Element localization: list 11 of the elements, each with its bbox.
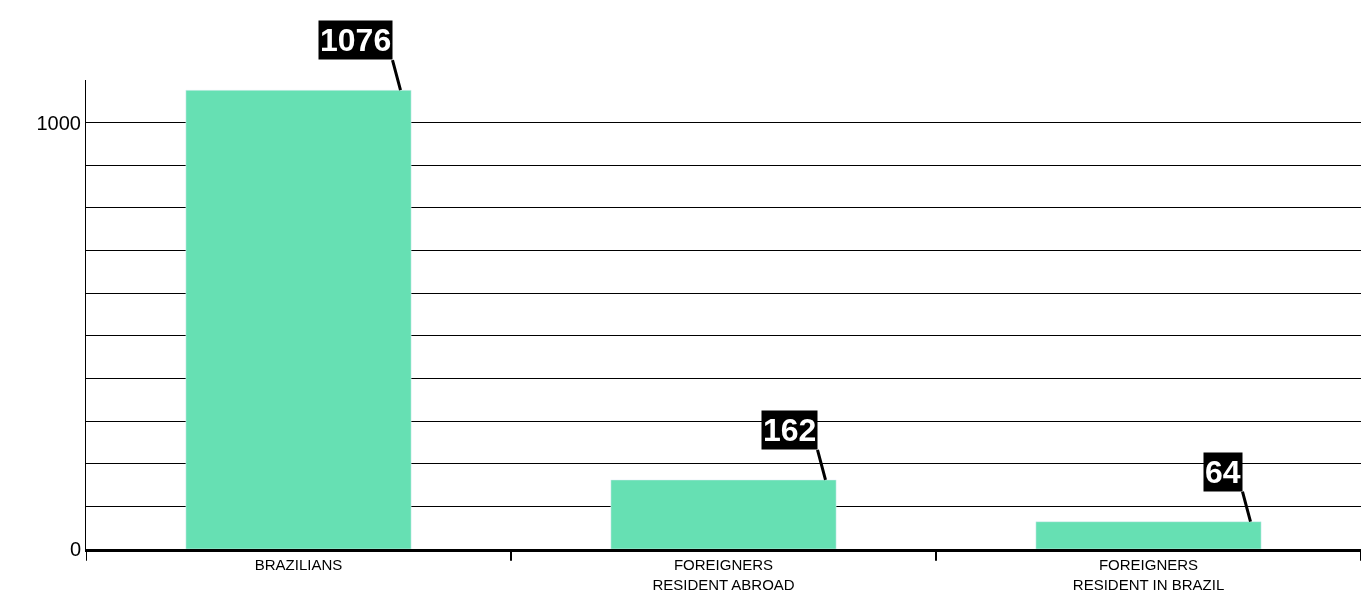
bar: [610, 479, 837, 549]
y-tick-label: 1000: [36, 111, 81, 134]
bar: [1035, 521, 1262, 549]
x-tick-label: FOREIGNERS RESIDENT ABROAD: [652, 556, 795, 593]
y-tick-label: 0: [69, 538, 81, 560]
bar: [185, 89, 412, 549]
x-tick-label: BRAZILIANS: [254, 556, 343, 573]
data-label: 1076: [320, 22, 392, 58]
data-label: 64: [1205, 454, 1241, 490]
x-tick-label: FOREIGNERS RESIDENT IN BRAZIL: [1072, 556, 1225, 593]
data-label: 162: [763, 412, 817, 448]
